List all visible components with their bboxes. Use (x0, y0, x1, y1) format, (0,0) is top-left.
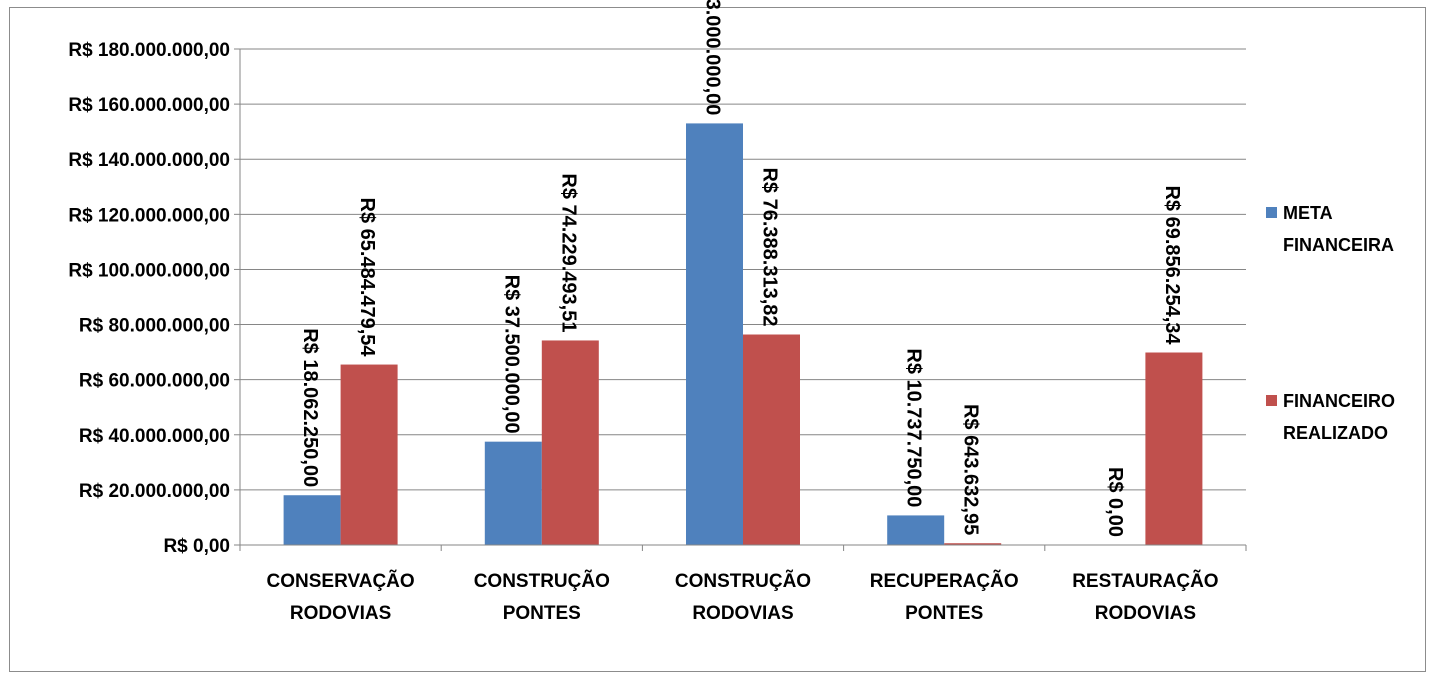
y-tick-label: R$ 80.000.000,00 (79, 316, 230, 337)
bar (541, 340, 599, 545)
bar (887, 515, 945, 545)
data-label: R$ 69.856.254,34 (1161, 185, 1183, 345)
y-tick-label: R$ 20.000.000,00 (79, 481, 230, 502)
y-tick-label: R$ 180.000.000,00 (68, 40, 230, 61)
data-label: R$ 65.484.479,54 (356, 198, 378, 358)
legend-label: META (1283, 203, 1333, 223)
category-label: PONTES (905, 603, 983, 624)
data-label: R$ 643.632,95 (960, 404, 982, 535)
data-label: R$ 153.000.000,00 (702, 0, 724, 115)
data-label: R$ 0,00 (1104, 467, 1126, 537)
bar (944, 543, 1002, 545)
legend-swatch (1266, 207, 1277, 218)
bar (743, 334, 800, 545)
y-tick-label: R$ 40.000.000,00 (79, 426, 230, 447)
category-label: CONSERVAÇÃO (267, 570, 415, 592)
legend-label: FINANCEIRA (1283, 235, 1394, 255)
y-tick-label: R$ 0,00 (163, 536, 230, 557)
data-label: R$ 18.062.250,00 (299, 328, 321, 487)
bar (1145, 352, 1203, 545)
data-label: R$ 74.229.493,51 (557, 173, 579, 332)
category-label: RESTAURAÇÃO (1072, 570, 1218, 592)
category-label: CONSTRUÇÃO (675, 570, 811, 592)
y-tick-label: R$ 120.000.000,00 (68, 205, 230, 226)
y-tick-label: R$ 100.000.000,00 (68, 260, 230, 281)
legend-label: FINANCEIRO (1283, 391, 1395, 411)
data-label: R$ 10.737.750,00 (903, 348, 925, 507)
category-label: CONSTRUÇÃO (474, 570, 610, 592)
category-label: PONTES (503, 603, 581, 624)
category-label: RECUPERAÇÃO (870, 570, 1019, 592)
chart-frame (9, 7, 1426, 672)
data-label: R$ 37.500.000,00 (500, 275, 522, 434)
legend-label: REALIZADO (1283, 423, 1388, 443)
bar (686, 123, 743, 546)
bar (283, 495, 341, 545)
bar (340, 364, 398, 545)
legend-swatch (1266, 395, 1277, 406)
data-label: R$ 76.388.313,82 (759, 167, 781, 326)
y-tick-label: R$ 160.000.000,00 (68, 95, 230, 116)
category-label: RODOVIAS (1095, 603, 1196, 624)
bar (484, 441, 542, 545)
category-label: RODOVIAS (290, 603, 391, 624)
y-tick-label: R$ 60.000.000,00 (79, 371, 230, 392)
y-tick-label: R$ 140.000.000,00 (68, 150, 230, 171)
category-label: RODOVIAS (692, 603, 793, 624)
